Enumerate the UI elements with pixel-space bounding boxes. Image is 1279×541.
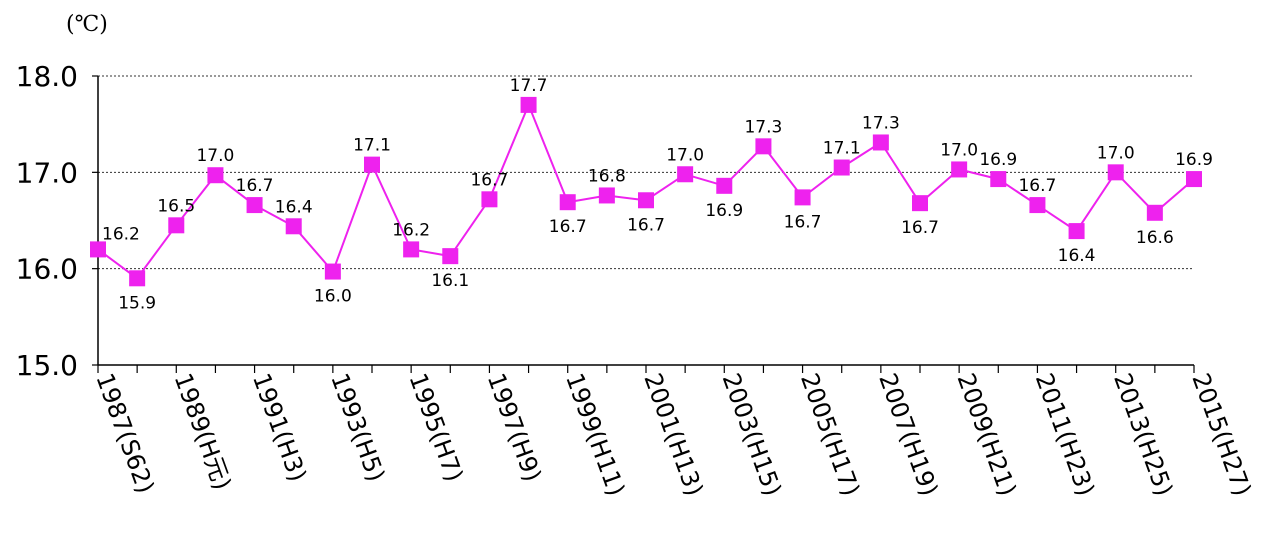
data-point (716, 177, 733, 194)
data-label: 17.0 (940, 140, 978, 160)
data-point (403, 241, 420, 258)
data-label: 16.1 (431, 271, 469, 291)
x-tick-label: 1995(H7) (404, 369, 469, 485)
data-label: 17.1 (823, 139, 861, 159)
data-label: 16.6 (1136, 228, 1174, 248)
data-point (1107, 164, 1124, 181)
data-point (481, 191, 498, 208)
data-point (442, 248, 459, 265)
y-tick-label: 16.0 (16, 253, 78, 286)
data-label: 17.0 (1097, 143, 1135, 163)
data-label: 17.0 (196, 146, 234, 166)
x-tick-label: 2007(H19) (873, 369, 943, 499)
data-point (129, 270, 146, 287)
data-label: 16.0 (314, 287, 352, 307)
x-tick-label: 2001(H13) (638, 369, 708, 499)
x-tick-label: 2005(H17) (795, 369, 865, 499)
x-tick-label: 1993(H5) (325, 369, 390, 485)
x-tick-label: 1991(H3) (247, 369, 312, 485)
data-point (755, 138, 772, 155)
data-label: 16.9 (705, 201, 743, 221)
axes (92, 75, 1195, 373)
x-tick-label: 1999(H11) (560, 369, 630, 499)
data-label: 16.7 (627, 215, 665, 235)
data-label: 16.7 (901, 218, 939, 238)
data-point (872, 134, 889, 151)
data-point (1068, 223, 1085, 240)
x-tick-labels: 1987(S62) 1989(H元) 1991(H3) 1993(H5) 1995(H7… (90, 369, 1256, 499)
data-point (912, 195, 928, 212)
data-point (246, 197, 263, 214)
y-tick-label: 15.0 (16, 349, 78, 382)
data-point (520, 96, 537, 113)
data-point (168, 217, 185, 234)
data-label: 17.1 (353, 136, 391, 156)
data-point (1186, 171, 1202, 188)
data-label: 17.0 (666, 145, 704, 165)
x-tick-label: 2003(H15) (717, 369, 787, 499)
data-point (598, 187, 615, 204)
data-label: 16.9 (979, 150, 1017, 170)
data-label: 16.5 (157, 196, 195, 216)
y-tick-label: 18.0 (16, 60, 78, 93)
x-tick-label: 1987(S62) (90, 369, 159, 497)
data-point (638, 192, 654, 209)
unit-label: (℃) (66, 12, 108, 37)
y-tick-label: 17.0 (16, 156, 78, 189)
x-tick-label: 2009(H21) (952, 369, 1022, 499)
x-tick-label: 2013(H25) (1108, 369, 1178, 499)
data-label: 16.7 (549, 217, 587, 237)
x-tick-label: 1989(H元) (169, 369, 237, 493)
data-point (1029, 197, 1046, 214)
data-label: 16.7 (236, 176, 274, 196)
data-point (559, 194, 576, 211)
data-label: 16.7 (1018, 176, 1056, 196)
grid-lines (98, 75, 1194, 270)
data-label: 17.3 (744, 117, 782, 137)
y-tick-labels: 15.0 16.0 17.0 18.0 (16, 60, 78, 382)
data-point (324, 263, 341, 280)
data-label: 16.7 (784, 212, 822, 232)
data-label: 16.2 (392, 220, 430, 240)
data-label: 16.4 (275, 197, 313, 217)
data-point (207, 167, 224, 184)
data-point (1146, 204, 1163, 221)
data-label: 16.8 (588, 166, 626, 186)
data-label: 16.7 (470, 170, 508, 190)
data-point (364, 156, 380, 173)
data-label: 16.9 (1175, 150, 1213, 170)
data-point (677, 166, 694, 183)
data-label: 16.2 (102, 224, 140, 244)
data-point (90, 241, 106, 258)
data-point (833, 159, 850, 176)
data-point (951, 161, 968, 178)
x-tick-label: 2011(H23) (1030, 369, 1100, 499)
data-point (794, 189, 811, 206)
data-label: 17.3 (862, 113, 900, 133)
x-tick-label: 1997(H9) (482, 369, 547, 485)
data-label: 16.4 (1058, 246, 1096, 266)
temperature-series (90, 96, 1202, 287)
data-point (285, 218, 302, 235)
data-labels: 16.215.916.517.016.716.416.017.116.216.1… (102, 76, 1213, 313)
data-label: 15.9 (118, 293, 156, 313)
data-label: 17.7 (510, 76, 548, 96)
x-tick-label: 2015(H27) (1186, 369, 1256, 499)
data-point (990, 171, 1007, 188)
